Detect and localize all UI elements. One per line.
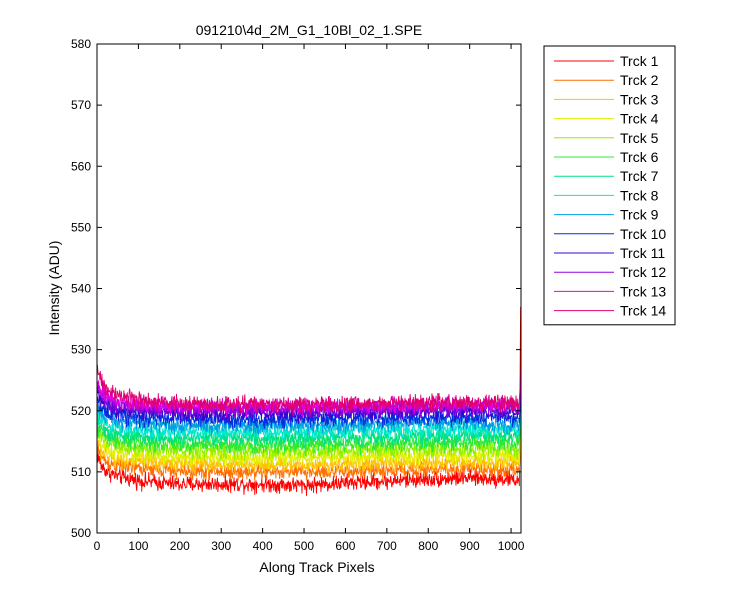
legend-label: Trck 3 [620, 91, 659, 107]
series-line-10 [97, 396, 521, 431]
x-tick-label: 100 [128, 539, 148, 553]
x-tick-label: 700 [377, 539, 397, 553]
x-tick-label: 500 [294, 539, 314, 553]
series-line-7 [97, 409, 521, 449]
legend-label: Trck 11 [620, 245, 665, 261]
y-tick-label: 570 [71, 98, 91, 112]
legend-label: Trck 13 [620, 283, 666, 299]
y-tick-label: 510 [71, 465, 91, 479]
legend-label: Trck 8 [620, 187, 659, 203]
y-tick-label: 550 [71, 220, 91, 234]
legend-label: Trck 4 [620, 111, 659, 127]
x-tick-label: 200 [170, 539, 190, 553]
x-axis-title: Along Track Pixels [259, 559, 374, 575]
legend-label: Trck 7 [620, 168, 659, 184]
legend-label: Trck 14 [620, 303, 666, 319]
x-tick-label: 1000 [498, 539, 525, 553]
series-line-14 [97, 364, 521, 416]
x-tick-label: 800 [418, 539, 438, 553]
legend-label: Trck 5 [620, 130, 659, 146]
series-traces [97, 306, 521, 496]
y-tick-label: 500 [71, 526, 91, 540]
x-tick-label: 900 [460, 539, 480, 553]
series-line-6 [97, 422, 521, 456]
legend-label: Trck 9 [620, 207, 659, 223]
chart-title: 091210\4d_2M_G1_10Bl_02_1.SPE [196, 22, 423, 38]
series-line-3 [97, 440, 521, 476]
y-axis-title: Intensity (ADU) [46, 241, 62, 336]
series-line-1 [97, 306, 521, 496]
series-line-5 [97, 428, 521, 462]
legend-label: Trck 2 [620, 72, 659, 88]
x-tick-label: 600 [335, 539, 355, 553]
y-tick-label: 560 [71, 159, 91, 173]
plot-area: 0 100 200 300 400 500 600 700 800 900 1000 500 510 52… [71, 37, 525, 553]
legend-label: Trck 1 [620, 53, 659, 69]
y-tick-label: 520 [71, 404, 91, 418]
legend: Trck 1 Trck 2 Trck 3 Trck 4 Trck 5 Trck 6 Trck… [543, 45, 676, 326]
x-tick-label: 0 [94, 539, 101, 553]
legend-label: Trck 10 [620, 226, 666, 242]
y-tick-label: 540 [71, 282, 91, 296]
x-tick-label: 400 [253, 539, 273, 553]
legend-label: Trck 6 [620, 149, 659, 165]
legend-label: Trck 12 [620, 264, 666, 280]
y-tick-label: 530 [71, 343, 91, 357]
x-tick-label: 300 [211, 539, 231, 553]
legend-box [543, 45, 676, 326]
y-tick-label: 580 [71, 37, 91, 51]
